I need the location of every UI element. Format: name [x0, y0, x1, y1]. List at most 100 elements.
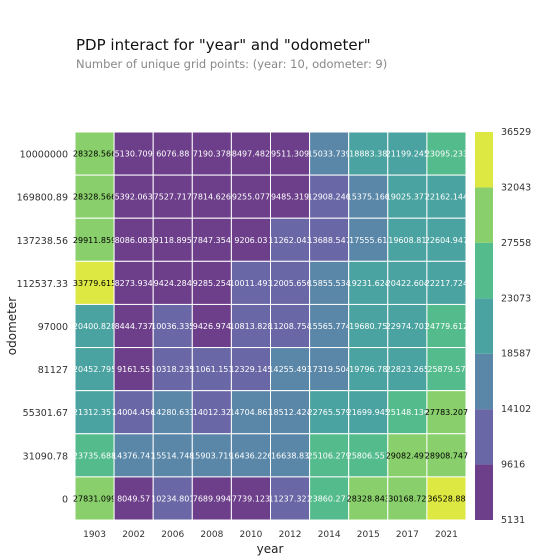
colorbar-segment [475, 132, 493, 187]
cell-value-label: 8444.737 [115, 322, 153, 331]
cell-value-label: 25806.557 [347, 451, 390, 460]
cell-value-label: 29911.859 [73, 236, 116, 245]
cell-value-label: 24779.612 [425, 322, 468, 331]
cell-value-label: 22823.265 [386, 365, 429, 374]
cell-value-label: 10036.335 [151, 322, 194, 331]
cell-value-label: 9255.077 [232, 193, 270, 202]
x-tick-label: 1903 [83, 530, 106, 540]
x-tick-label: 2002 [122, 530, 145, 540]
cell-value-label: 19231.624 [347, 279, 390, 288]
cell-value-label: 15855.534 [308, 279, 351, 288]
x-tick-label: 2012 [279, 530, 302, 540]
cell-value-label: 15033.739 [308, 150, 351, 159]
cell-value-label: 36528.88 [427, 494, 465, 503]
cell-value-label: 33779.615 [73, 279, 116, 288]
cell-value-label: 27783.207 [425, 408, 468, 417]
colorbar-tick-label: 18587 [501, 349, 531, 360]
cell-value-label: 10234.801 [151, 494, 194, 503]
cell-value-label: 17319.504 [308, 365, 351, 374]
colorbar-segment [475, 354, 493, 409]
y-tick-label: 31090.78 [23, 451, 68, 462]
cell-value-label: 11061.151 [190, 365, 233, 374]
cell-value-label: 7847.354 [193, 236, 231, 245]
colorbar-segment [475, 465, 493, 520]
colorbar-segment [475, 409, 493, 464]
cell-value-label: 5130.709 [115, 150, 153, 159]
cell-value-label: 13688.547 [308, 236, 351, 245]
colorbar-segment [475, 243, 493, 298]
cell-value-label: 9426.974 [193, 322, 231, 331]
x-tick-label: 2010 [239, 530, 262, 540]
cell-value-label: 8049.57 [117, 494, 150, 503]
y-tick-label: 137238.56 [17, 236, 68, 247]
cell-value-label: 12908.246 [308, 193, 351, 202]
cell-value-label: 22974.701 [386, 322, 429, 331]
cell-value-label: 25148.136 [386, 408, 429, 417]
x-tick-label: 2015 [357, 530, 380, 540]
cell-value-label: 14704.861 [229, 408, 272, 417]
cell-value-label: 30168.72 [388, 494, 426, 503]
x-tick-label: 2008 [200, 530, 223, 540]
cell-value-label: 19608.81 [388, 236, 426, 245]
cell-value-label: 18512.424 [268, 408, 311, 417]
y-tick-label: 10000000 [20, 150, 68, 161]
cell-value-label: 20452.795 [73, 365, 116, 374]
heatmap-cells: 28328.5665130.709 6076.88 7190.378 8497.482… [73, 132, 468, 520]
cell-value-label: 22604.947 [425, 236, 468, 245]
cell-value-label: 14280.633 [151, 408, 194, 417]
colorbar-tick-label: 9616 [501, 460, 525, 471]
cell-value-label: 11208.754 [268, 322, 311, 331]
cell-value-label: 27831.099 [73, 494, 116, 503]
cell-value-label: 7689.994 [193, 494, 231, 503]
cell-value-label: 5392.063 [115, 193, 153, 202]
y-tick-label: 112537.33 [17, 279, 68, 290]
colorbar: 51319616141021858723073275583204336529 [475, 127, 531, 526]
x-tick-label: 2006 [161, 530, 184, 540]
cell-value-label: 9118.895 [154, 236, 192, 245]
cell-value-label: 23860.271 [308, 494, 351, 503]
cell-value-label: 28328.843 [347, 494, 390, 503]
colorbar-tick-label: 32043 [501, 182, 531, 193]
cell-value-label: 25879.57 [427, 365, 465, 374]
y-tick-label: 0 [62, 494, 68, 505]
cell-value-label: 18883.38 [349, 150, 387, 159]
y-tick-label: 55301.67 [23, 408, 68, 419]
cell-value-label: 16436.226 [229, 451, 272, 460]
colorbar-tick-label: 36529 [501, 127, 531, 138]
cell-value-label: 28328.566 [73, 150, 116, 159]
cell-value-label: 28908.747 [425, 451, 468, 460]
y-tick-label: 81127 [38, 365, 68, 376]
y-axis-label: odometer [5, 297, 19, 355]
cell-value-label: 15565.774 [308, 322, 351, 331]
colorbar-tick-label: 23073 [501, 293, 531, 304]
cell-value-label: 9424.284 [154, 279, 192, 288]
cell-value-label: 19680.75 [349, 322, 387, 331]
cell-value-label: 9206.03 [234, 236, 267, 245]
cell-value-label: 7814.626 [193, 193, 231, 202]
x-tick-labels: 1903 2002 2006 2008 2010 2012 2014 2015 2017 2021 [83, 530, 458, 540]
cell-value-label: 10011.493 [229, 279, 272, 288]
cell-value-label: 12329.145 [229, 365, 272, 374]
cell-value-label: 10813.828 [229, 322, 272, 331]
y-tick-label: 169800.89 [17, 193, 68, 204]
cell-value-label: 20422.604 [386, 279, 429, 288]
cell-value-label: 8086.083 [115, 236, 153, 245]
colorbar-segment [475, 298, 493, 353]
cell-value-label: 14255.493 [268, 365, 311, 374]
cell-value-label: 28328.566 [73, 193, 116, 202]
cell-value-label: 21312.357 [73, 408, 116, 417]
cell-value-label: 22765.579 [308, 408, 351, 417]
y-tick-labels: 10000000 169800.89 137238.56 112537.33 97000… [17, 150, 68, 506]
x-axis-label: year [257, 542, 284, 556]
cell-value-label: 9511.309 [271, 150, 309, 159]
cell-value-label: 12005.656 [268, 279, 311, 288]
cell-value-label: 9485.319 [271, 193, 309, 202]
colorbar-tick-label: 27558 [501, 238, 531, 249]
cell-value-label: 7190.378 [193, 150, 231, 159]
cell-value-label: 21199.245 [386, 150, 429, 159]
colorbar-segment [475, 187, 493, 242]
cell-value-label: 14004.456 [112, 408, 155, 417]
cell-value-label: 23735.688 [73, 451, 116, 460]
cell-value-label: 11262.043 [268, 236, 311, 245]
